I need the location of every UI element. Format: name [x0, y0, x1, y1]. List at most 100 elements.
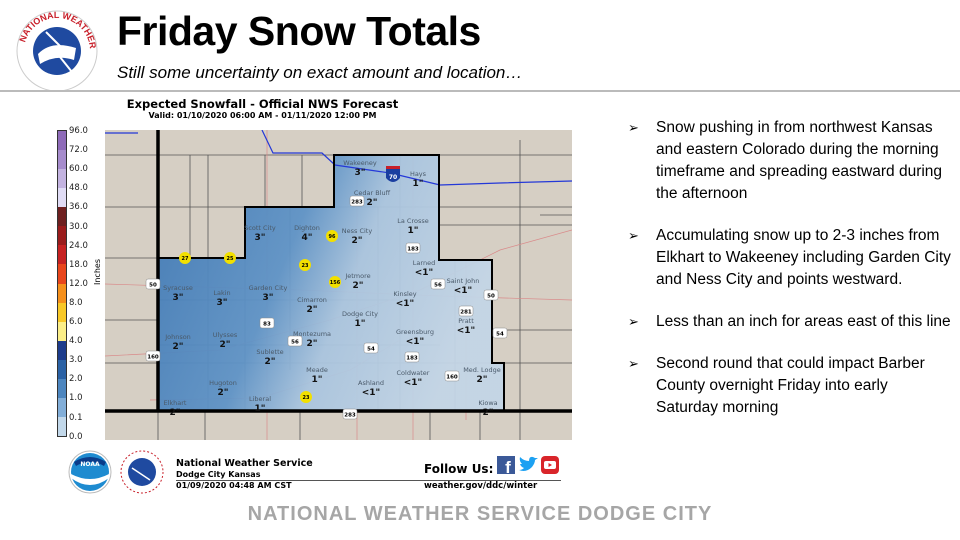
colorbar-tick-label: 36.0 [69, 202, 88, 213]
snow-amount-label: 2" [477, 375, 488, 385]
highway-number: 160 [446, 375, 458, 381]
city-label: Hays [410, 170, 427, 178]
snow-amount-label: 2" [173, 342, 184, 352]
highway-number: 283 [344, 413, 356, 419]
snow-amount-label: 2" [367, 198, 378, 208]
highway-number: 27 [182, 256, 189, 262]
footer-issued-time: 01/09/2020 04:48 AM CST [176, 481, 292, 490]
bullet-item: ➢ Less than an inch for areas east of thi… [628, 311, 953, 333]
colorbar-tick-label: 8.0 [69, 297, 83, 308]
arrow-bullet-icon: ➢ [628, 314, 639, 329]
snow-amount-label: <1" [404, 378, 423, 388]
colorbar-bin [58, 302, 66, 322]
us-highway-shield [430, 278, 446, 290]
city-label: Pratt [458, 317, 474, 325]
colorbar-bin [58, 226, 66, 246]
highway-number: 23 [303, 395, 310, 401]
winter-weather-link[interactable]: weather.gov/ddc/winter [424, 481, 538, 491]
us-highway-shield [405, 242, 421, 254]
colorbar-bin [58, 131, 66, 151]
youtube-icon[interactable] [541, 456, 559, 474]
state-highway-marker [300, 391, 312, 403]
highway-number: 83 [263, 322, 271, 328]
city-label: Ness City [342, 227, 373, 235]
city-label: Syracuse [163, 284, 193, 292]
snow-amount-label: 2" [307, 339, 318, 349]
colorbar-tick-label: 1.0 [69, 393, 83, 404]
city-label: Hugoton [209, 379, 237, 387]
colorbar-tick-label: 60.0 [69, 164, 88, 175]
city-label: Kiowa [478, 399, 497, 407]
snow-amount-label: 4" [302, 233, 313, 243]
snow-amount-label: 2" [170, 408, 181, 418]
highway-number: 183 [406, 356, 418, 362]
colorbar-bin [58, 416, 66, 436]
city-label: Liberal [249, 395, 271, 403]
snow-amount-label: <1" [396, 299, 415, 309]
snow-amount-label: 1" [408, 226, 419, 236]
us-highway-shield [492, 327, 508, 339]
snow-amount-label: 3" [255, 233, 266, 243]
city-label: Cedar Bluff [354, 189, 391, 197]
city-label: Elkhart [163, 399, 186, 407]
colorbar-bin [58, 207, 66, 227]
page-subtitle: Still some uncertainty on exact amount a… [117, 63, 523, 82]
arrow-bullet-icon: ➢ [628, 356, 639, 371]
cwa-border [158, 154, 505, 410]
highway-number: 54 [367, 347, 375, 353]
facebook-icon[interactable]: f [497, 456, 515, 474]
colorbar-tick-label: 72.0 [69, 145, 88, 156]
state-highway-marker [299, 259, 311, 271]
city-label: Scott City [244, 224, 276, 232]
snow-amount-label: 1" [413, 179, 424, 189]
noaa-logo: NOAA [68, 450, 112, 494]
colorbar-bin [58, 340, 66, 360]
colorbar-tick-label: 3.0 [69, 355, 83, 366]
map-valid-time: Valid: 01/10/2020 06:00 AM - 01/11/2020 … [148, 111, 377, 120]
footer-nws-name: National Weather Service [176, 458, 313, 469]
highway-number: 50 [149, 283, 157, 289]
colorbar-bin [58, 283, 66, 303]
interstate-shield [386, 168, 400, 182]
snow-amount-label: 2" [218, 388, 229, 398]
twitter-icon[interactable] [518, 456, 538, 474]
highway-number: 283 [351, 200, 363, 206]
city-label: Dodge City [342, 310, 378, 318]
highway-number: 50 [487, 294, 495, 300]
bullet-item: ➢ Snow pushing in from northwest Kansas a… [628, 117, 953, 205]
colorbar-tick-label: 30.0 [69, 221, 88, 232]
colorbar-unit: Inches [93, 259, 102, 285]
nws-small-logo [120, 450, 164, 494]
map-title: Expected Snowfall - Official NWS Forecas… [126, 97, 399, 111]
city-label: Wakeeney [343, 159, 377, 167]
city-label: Johnson [164, 333, 191, 341]
us-highway-shield [145, 350, 161, 362]
snow-amount-label: 2" [220, 340, 231, 350]
snow-amount-label: <1" [454, 286, 473, 296]
snow-amount-label: 2" [307, 305, 318, 315]
colorbar-bin [58, 245, 66, 265]
snow-amount-label: 3" [355, 168, 366, 178]
snow-amount-label: 2" [352, 236, 363, 246]
us-highway-shield [259, 317, 275, 329]
colorbar-tick-label: 2.0 [69, 374, 83, 385]
colorbar-tick-label: 0.0 [69, 431, 83, 442]
colorbar-bin [58, 397, 66, 417]
city-label: Dighton [294, 224, 320, 232]
city-label: Cimarron [297, 296, 327, 304]
us-highway-shield [342, 408, 358, 420]
colorbar-tick-label: 0.1 [69, 412, 83, 423]
footer-divider [176, 480, 561, 481]
city-label: Jetmore [344, 272, 370, 280]
highway-number: 23 [302, 263, 309, 269]
bullet-list: ➢ Snow pushing in from northwest Kansas a… [628, 117, 953, 439]
highway-number: 56 [291, 340, 299, 346]
snow-amount-label: 2" [353, 281, 364, 291]
bullet-text: Snow pushing in from northwest Kansas an… [656, 119, 943, 202]
us-highway-shield [458, 305, 474, 317]
highway-number: 96 [329, 234, 336, 240]
snow-amount-label: 2" [265, 357, 276, 367]
city-label: Larned [413, 259, 435, 267]
state-highway-marker [224, 252, 236, 264]
bullet-item: ➢ Second round that could impact Barber C… [628, 353, 953, 419]
